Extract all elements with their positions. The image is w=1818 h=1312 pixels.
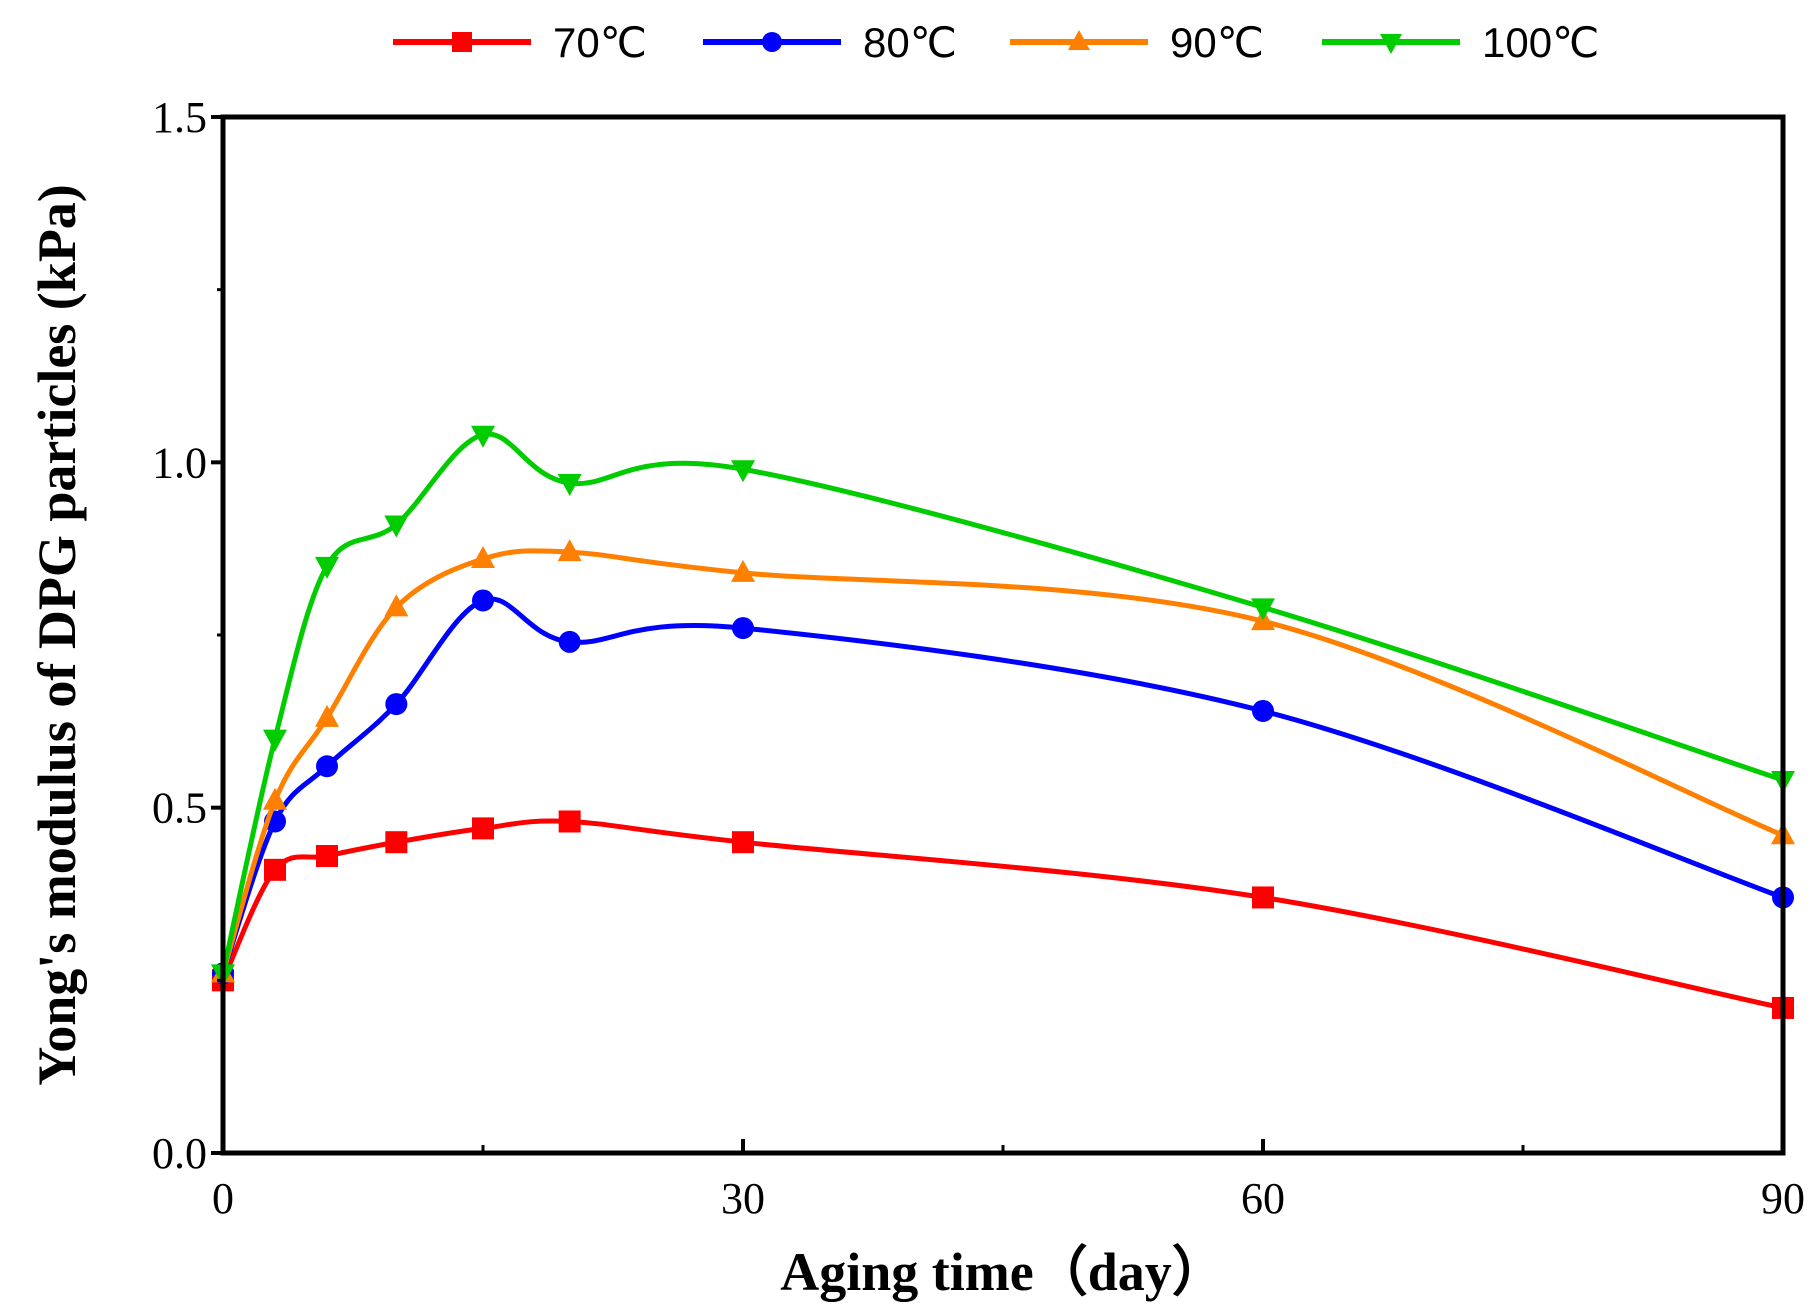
data-point — [263, 729, 287, 752]
legend-item: 100℃ — [1322, 19, 1599, 66]
y-axis-title: Yong's modulus of DPG particles (kPa) — [27, 184, 87, 1086]
x-axis-title: Aging time（day） — [780, 1242, 1226, 1302]
x-tick-label: 0 — [212, 1174, 234, 1223]
legend-label: 70℃ — [553, 19, 647, 66]
series-line — [220, 548, 1784, 975]
legend-item: 80℃ — [703, 19, 957, 66]
data-point — [315, 556, 339, 579]
legend-label: 80℃ — [863, 19, 957, 66]
data-point — [264, 858, 286, 881]
y-tick-label: 1.0 — [152, 438, 207, 487]
legend: 70℃ 80℃ 90℃ 100℃ — [393, 19, 1599, 66]
data-point — [731, 460, 755, 483]
y-tick-label: 0.0 — [152, 1129, 207, 1178]
data-point — [384, 594, 409, 617]
plot-frame — [220, 114, 1786, 1156]
data-point — [315, 704, 339, 727]
legend-label: 90℃ — [1170, 19, 1264, 66]
y-tick-label: 1.5 — [152, 93, 207, 142]
data-point — [471, 546, 495, 569]
series-80C — [212, 589, 1794, 985]
series-line — [220, 818, 1784, 1011]
x-tick-label: 30 — [721, 1174, 765, 1223]
axis-ticks: 0 30 60 90 0.0 0.5 1.0 1.5 — [152, 93, 1805, 1223]
data-point — [316, 755, 338, 778]
data-point — [558, 630, 581, 653]
data-point — [557, 539, 582, 562]
data-point — [1252, 699, 1274, 722]
x-tick-label: 60 — [1241, 1174, 1285, 1223]
data-point — [316, 845, 338, 868]
series-line — [220, 596, 1784, 975]
series-100C — [211, 425, 1795, 987]
data-point — [1251, 598, 1275, 621]
legend-label: 100℃ — [1482, 19, 1599, 66]
data-point — [762, 32, 782, 52]
data-point — [384, 515, 409, 538]
data-point — [731, 559, 755, 582]
data-point — [263, 787, 287, 810]
data-point — [385, 831, 408, 854]
data-point — [471, 425, 495, 448]
series-70C — [212, 810, 1794, 1019]
data-point — [732, 831, 754, 854]
data-point — [472, 589, 494, 612]
data-point — [1380, 34, 1402, 54]
series-layer — [211, 425, 1795, 1019]
data-point — [557, 474, 582, 497]
data-point — [472, 817, 494, 840]
series-line — [220, 431, 1784, 974]
data-point — [732, 617, 754, 640]
data-point — [452, 32, 472, 52]
data-point — [1252, 886, 1274, 909]
legend-item: 70℃ — [393, 19, 647, 66]
data-point — [385, 693, 408, 716]
data-point — [558, 810, 581, 833]
data-point — [1068, 30, 1090, 50]
x-tick-label: 90 — [1761, 1174, 1805, 1223]
series-90C — [211, 539, 1795, 983]
legend-item: 90℃ — [1010, 19, 1264, 66]
y-tick-label: 0.5 — [152, 784, 207, 833]
